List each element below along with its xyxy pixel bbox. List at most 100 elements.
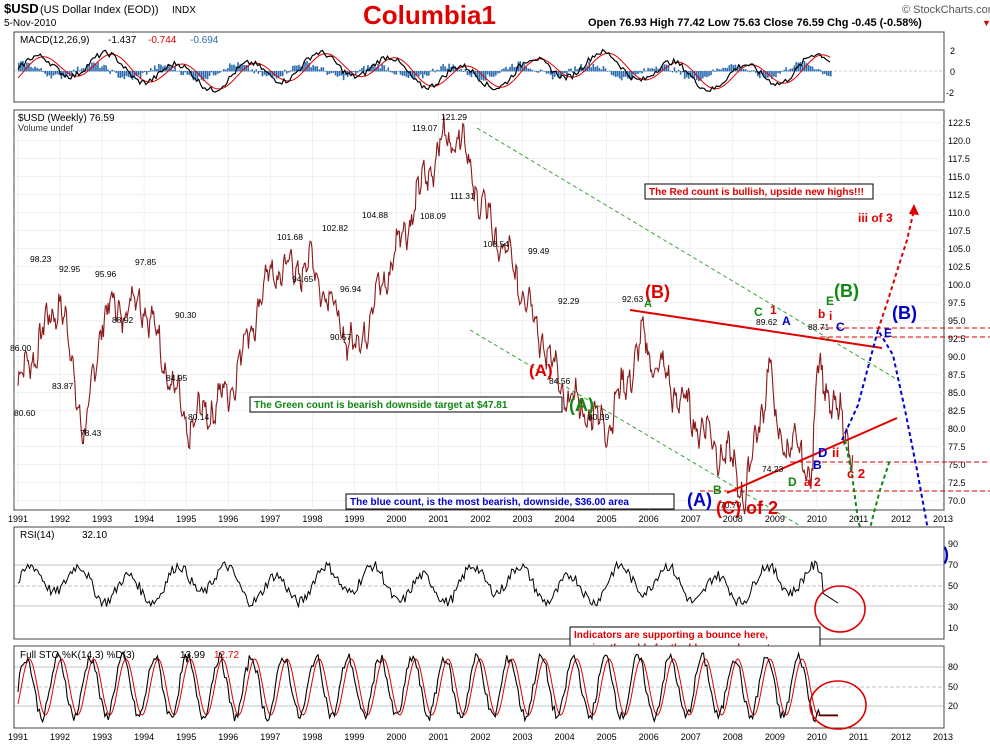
macd-hist-bar	[466, 71, 469, 75]
x-tick-label: 2000	[386, 732, 406, 742]
macd-hist-bar	[359, 69, 361, 72]
price-point-label: 84.95	[166, 373, 188, 383]
macd-hist-bar	[113, 70, 116, 72]
macd-hist-bar	[46, 71, 49, 77]
macd-hist-bar	[227, 68, 229, 72]
macd-hist-bar	[22, 60, 24, 72]
macd-hist-bar	[123, 71, 126, 80]
sto-k-line	[17, 651, 838, 724]
macd-hist-bar	[304, 61, 306, 72]
price-point-label: 95.96	[95, 269, 117, 279]
macd-hist-bar	[154, 65, 156, 72]
macd-hist-bar	[728, 65, 731, 72]
y-tick-label: 102.5	[948, 262, 971, 272]
macd-hist-bar	[389, 71, 392, 73]
x-tick-label: 1998	[302, 514, 322, 524]
macd-hist-bar	[513, 67, 515, 72]
macd-hist-bar	[186, 71, 189, 75]
x-tick-label: 2011	[849, 732, 868, 742]
macd-hist-bar	[539, 69, 542, 72]
macd-hist-bar	[507, 69, 509, 72]
macd-hist-bar	[783, 69, 785, 72]
macd-hist-bar	[247, 65, 249, 72]
macd-hist-bar	[107, 69, 109, 72]
x-tick-label: 2002	[471, 514, 491, 524]
macd-hist-bar	[671, 71, 674, 73]
x-tick-label: 2010	[807, 514, 827, 524]
macd-hist-bar	[70, 71, 73, 76]
y-tick-label: 80.0	[948, 424, 966, 434]
macd-hist-bar	[616, 71, 619, 77]
x-tick-label: 2007	[681, 514, 701, 524]
chart-date: 5-Nov-2010	[4, 18, 57, 29]
y-tick-label: 110.0	[948, 208, 970, 218]
y-tick-label: 122.5	[948, 118, 971, 128]
green-count-box	[249, 396, 563, 413]
x-tick-label: 2001	[428, 732, 448, 742]
macd-hist-bar	[440, 66, 442, 72]
macd-hist-bar	[673, 67, 676, 72]
macd-hist-bar	[361, 67, 363, 72]
sto-k-value: 13.99	[180, 650, 205, 661]
x-tick-label: 2003	[513, 514, 533, 524]
macd-hist-bar	[744, 69, 747, 72]
x-tick-label: 1993	[92, 732, 112, 742]
wave-label: a 2	[804, 475, 821, 489]
macd-hist-bar	[52, 71, 55, 76]
macd-hist-bar	[279, 71, 282, 77]
wave-label: i	[829, 309, 832, 323]
macd-hist-bar	[294, 65, 296, 72]
y-tick-label: 75.0	[948, 460, 966, 470]
price-point-label: 92.63	[622, 294, 644, 304]
price-point-label: 86.00	[10, 343, 32, 353]
macd-hist-bar	[817, 69, 820, 72]
macd-signal-line	[17, 52, 831, 90]
macd-hist-bar	[643, 68, 645, 72]
macd-hist-bar	[263, 71, 266, 75]
wave-label: (C) of 2	[716, 498, 778, 518]
macd-hist-bar	[708, 71, 710, 77]
red-arrowhead-icon	[909, 204, 919, 215]
macd-hist-bar	[823, 71, 826, 74]
macd-hist-bar	[521, 66, 524, 72]
macd-hist-bar	[172, 69, 174, 72]
macd-hist-bar	[594, 67, 597, 72]
price-point-label: 80.14	[188, 412, 210, 422]
price-point-label: 96.94	[340, 284, 362, 294]
macd-hist-bar	[602, 65, 605, 72]
macd-hist-bar	[257, 71, 260, 74]
y-tick-label: 87.5	[948, 370, 966, 380]
macd-hist-bar	[572, 71, 574, 73]
red-count-text: The Red count is bullish, upside new hig…	[649, 187, 864, 198]
macd-hist-bar	[562, 71, 564, 74]
macd-hist-bar	[474, 71, 477, 78]
sto-highlight-circle	[809, 680, 867, 730]
macd-hist-bar	[484, 71, 487, 81]
macd-hist-bar	[198, 71, 201, 77]
macd-hist-bar	[30, 66, 32, 72]
macd-hist-bar	[720, 69, 722, 72]
macd-hist-bar	[287, 71, 290, 73]
macd-hist-bar	[87, 63, 89, 72]
macd-hist-bar	[48, 71, 51, 76]
macd-line	[17, 48, 831, 93]
macd-hist-bar	[564, 71, 566, 74]
macd-hist-bar	[103, 64, 105, 72]
macd-hist-bar	[606, 71, 609, 72]
macd-hist-bar	[428, 71, 430, 76]
macd-hist-bar	[667, 65, 670, 72]
wave-label: (B)	[892, 303, 917, 323]
macd-hist-bar	[448, 63, 450, 72]
macd-hist-bar	[214, 71, 217, 76]
macd-hist-bar	[710, 71, 712, 76]
y-tick-label: 115.0	[948, 172, 970, 182]
macd-hist-bar	[769, 71, 771, 77]
macd-hist-bar	[54, 71, 57, 75]
macd-hist-bar	[612, 71, 615, 76]
macd-hist-bar	[125, 71, 128, 76]
macd-hist-bar	[204, 71, 207, 79]
macd-hist-bar	[549, 71, 552, 76]
macd-hist-bar	[480, 71, 483, 80]
macd-hist-bar	[529, 68, 532, 72]
wave-label: C	[836, 320, 845, 334]
